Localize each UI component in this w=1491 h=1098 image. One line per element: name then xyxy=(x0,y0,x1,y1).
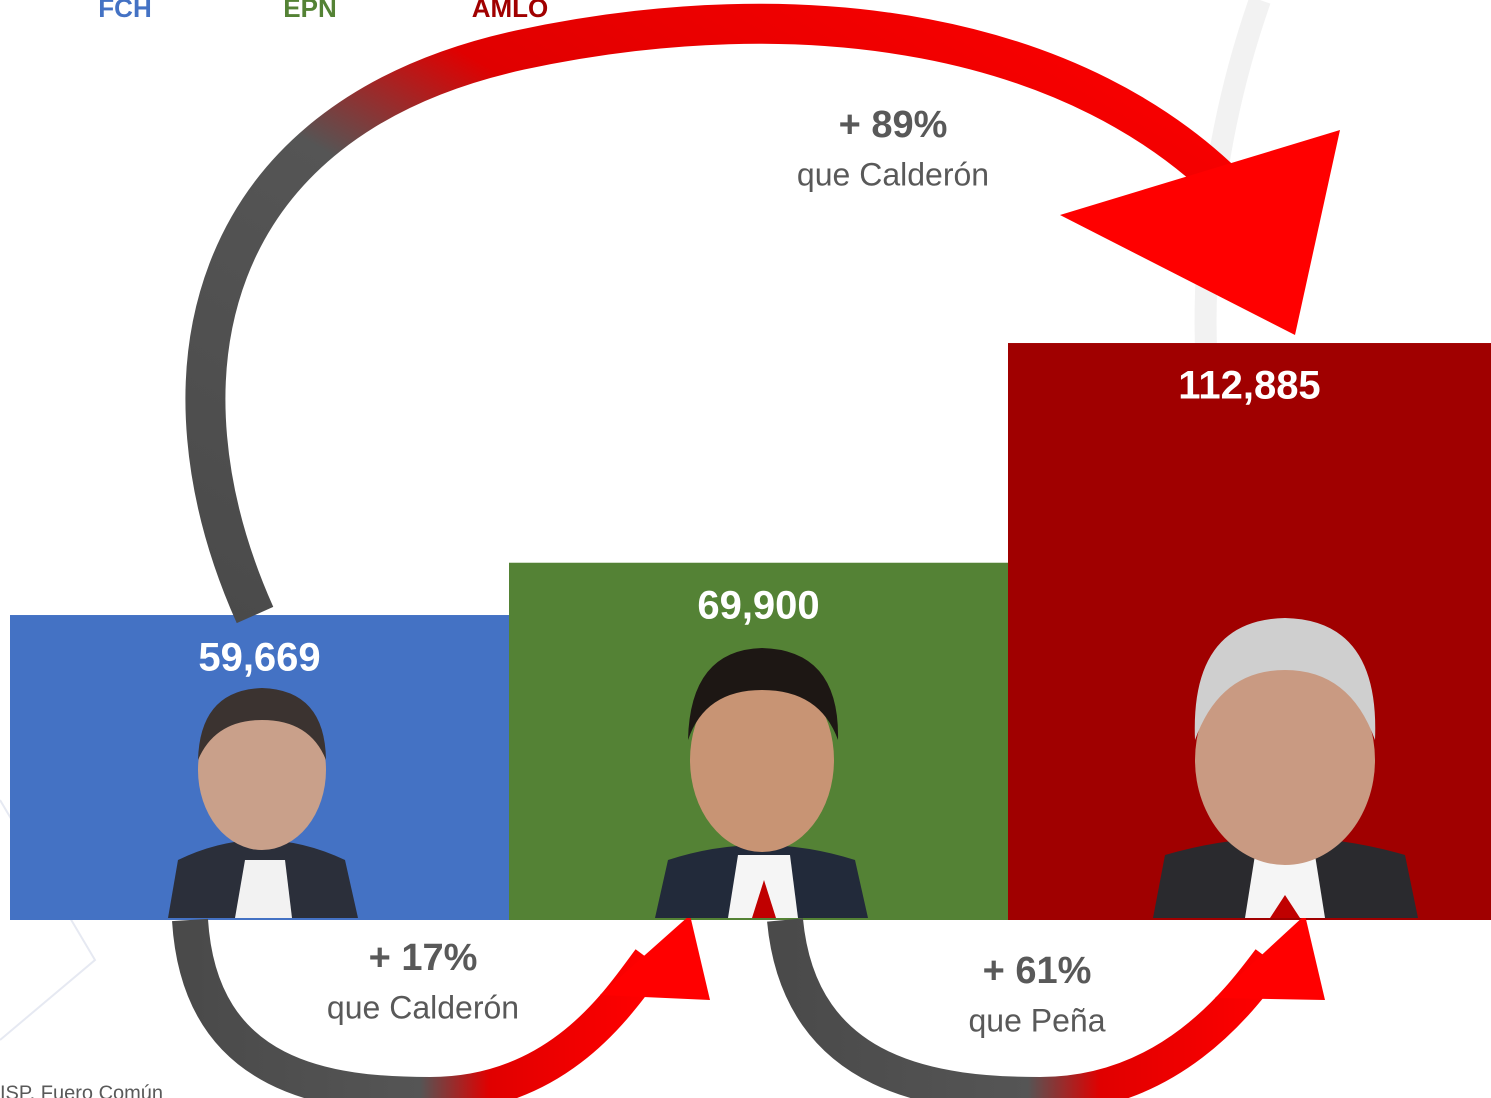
annotation-value: + 61% xyxy=(983,950,1092,992)
category-label: AMLO xyxy=(472,0,549,23)
arrow-head xyxy=(1215,915,1325,1000)
value-label: 69,900 xyxy=(697,583,819,627)
value-label: 59,669 xyxy=(198,636,320,680)
annotation-text: que Calderón xyxy=(327,989,519,1025)
annotation-value: + 89% xyxy=(839,104,948,146)
page: {"chart_data": { "type": "bar", "categor… xyxy=(0,0,1491,1098)
arrow-head xyxy=(600,915,710,1000)
source: ISP. Fuero Común xyxy=(0,1082,163,1098)
chart: 59,669 FCH 69,900 EPN 112,885 AMLO + 89% que Ca… xyxy=(0,0,1491,1098)
category-label: EPN xyxy=(283,0,336,23)
annotation-text: que Calderón xyxy=(797,156,989,192)
category-label: FCH xyxy=(98,0,151,23)
annotation-text: que Peña xyxy=(968,1002,1105,1038)
annotation-value: + 17% xyxy=(369,937,478,979)
value-label: 112,885 xyxy=(1178,364,1320,408)
